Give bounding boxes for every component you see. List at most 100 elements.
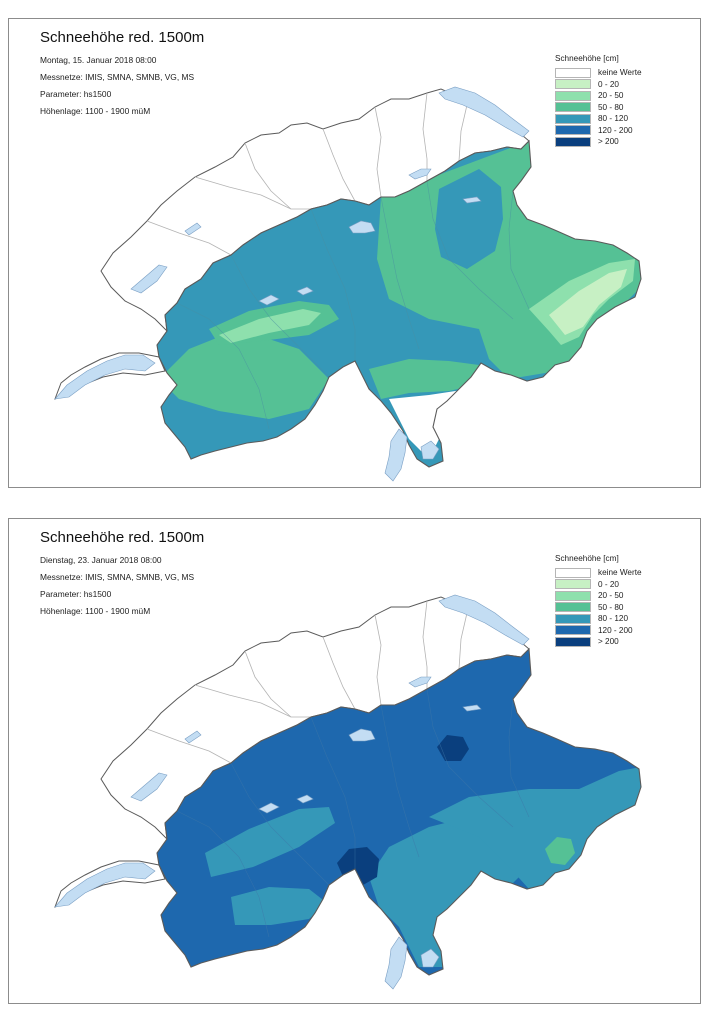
legend-label: 50 - 80 — [598, 102, 624, 112]
legend-label: 20 - 50 — [598, 591, 624, 601]
lake-neuchatel — [130, 264, 168, 294]
legend-item: 20 - 50 — [555, 90, 642, 102]
legend-swatch — [555, 113, 591, 124]
legend-item: 0 - 20 — [555, 579, 642, 591]
legend-swatch — [555, 102, 591, 113]
lake-maggiore — [384, 936, 408, 990]
legend-item: 0 - 20 — [555, 79, 642, 91]
west-20-50 — [219, 309, 321, 343]
lake-zurich — [408, 676, 432, 688]
legend-item: 120 - 200 — [555, 125, 642, 137]
legend-item: 20 - 50 — [555, 590, 642, 602]
legend-item: keine Werte — [555, 67, 642, 79]
legend: Schneehöhe [cm] keine Werte 0 - 20 20 - … — [555, 54, 642, 148]
map-metadata: Montag, 15. Januar 2018 08:00 Messnetze:… — [40, 52, 194, 120]
legend-item: > 200 — [555, 136, 642, 148]
legend-label: 0 - 20 — [598, 579, 619, 589]
legend-item: 50 - 80 — [555, 102, 642, 114]
map-parameter: Parameter: hs1500 — [40, 589, 112, 599]
lakes — [54, 594, 530, 990]
lake-maggiore — [384, 428, 408, 482]
lake-biel — [184, 222, 202, 236]
lake-brienz — [296, 794, 314, 804]
legend-item: 120 - 200 — [555, 625, 642, 637]
lake-thun — [258, 802, 280, 814]
legend-swatch — [555, 67, 591, 78]
south-50-80 — [369, 359, 479, 399]
legend-item: 80 - 120 — [555, 613, 642, 625]
map-title: Schneehöhe red. 1500m — [40, 529, 205, 546]
legend-label: > 200 — [598, 637, 619, 647]
lake-constance — [438, 594, 530, 646]
north-above-200 — [437, 735, 469, 761]
lake-neuchatel — [130, 772, 168, 802]
legend-item: 80 - 120 — [555, 113, 642, 125]
switzerland-snow-depth-map — [54, 594, 642, 990]
legend-swatch — [555, 567, 591, 578]
southwest-80-120 — [231, 887, 327, 925]
legend-swatch — [555, 590, 591, 601]
lake-walen — [462, 704, 482, 712]
lake-geneva — [54, 354, 156, 400]
legend-swatch — [555, 602, 591, 613]
canton-borders-south — [176, 180, 530, 430]
legend-swatch — [555, 136, 591, 147]
engadin-50-80 — [545, 837, 575, 865]
lake-walen — [462, 196, 482, 204]
legend-label: keine Werte — [598, 568, 642, 578]
engadin-0-20 — [549, 269, 627, 335]
lake-thun — [258, 294, 280, 306]
map-networks: Messnetze: IMIS, SMNA, SMNB, VG, MS — [40, 572, 195, 582]
legend-label: keine Werte — [598, 68, 642, 78]
south-80-120 — [369, 817, 529, 967]
legend-label: 80 - 120 — [598, 114, 629, 124]
snow-map-panel-2: Schneehöhe red. 1500m Dienstag, 23. Janu… — [8, 518, 701, 1004]
canton-borders-south — [176, 688, 530, 938]
map-title: Schneehöhe red. 1500m — [40, 29, 205, 46]
legend-swatch — [555, 79, 591, 90]
lake-biel — [184, 730, 202, 744]
legend-item: 50 - 80 — [555, 602, 642, 614]
east-80-120 — [435, 169, 503, 269]
legend-swatch — [555, 90, 591, 101]
map-date: Montag, 15. Januar 2018 08:00 — [40, 55, 157, 65]
switzerland-snow-depth-map — [54, 86, 642, 482]
lake-constance — [438, 86, 530, 138]
map-altitude: Höhenlage: 1100 - 1900 müM — [40, 106, 151, 116]
legend-label: 120 - 200 — [598, 625, 633, 635]
lake-geneva — [54, 862, 156, 908]
legend-swatch — [555, 636, 591, 647]
legend-swatch — [555, 579, 591, 590]
legend-title: Schneehöhe [cm] — [555, 554, 619, 563]
map-parameter: Parameter: hs1500 — [40, 89, 112, 99]
east-80-120 — [429, 767, 641, 889]
legend-label: 120 - 200 — [598, 125, 633, 135]
canton-borders-north — [146, 92, 468, 256]
lake-lucerne — [348, 728, 376, 742]
legend-item: keine Werte — [555, 567, 642, 579]
legend-label: > 200 — [598, 137, 619, 147]
map-date: Dienstag, 23. Januar 2018 08:00 — [40, 555, 162, 565]
legend-swatch — [555, 625, 591, 636]
legend-swatch — [555, 125, 591, 136]
legend-title: Schneehöhe [cm] — [555, 54, 619, 63]
legend: Schneehöhe [cm] keine Werte 0 - 20 20 - … — [555, 554, 642, 648]
legend-item: > 200 — [555, 636, 642, 648]
map-altitude: Höhenlage: 1100 - 1900 müM — [40, 606, 151, 616]
lakes — [54, 86, 530, 482]
legend-label: 50 - 80 — [598, 602, 624, 612]
west-ridge-80-120 — [205, 807, 335, 877]
legend-label: 0 - 20 — [598, 79, 619, 89]
lake-brienz — [296, 286, 314, 296]
west-50-80 — [159, 329, 329, 419]
legend-label: 20 - 50 — [598, 91, 624, 101]
map-networks: Messnetze: IMIS, SMNA, SMNB, VG, MS — [40, 72, 195, 82]
lake-lugano — [420, 948, 440, 968]
legend-label: 80 - 120 — [598, 614, 629, 624]
canton-borders-north — [146, 600, 468, 764]
lake-lugano — [420, 440, 440, 460]
snow-map-panel-1: Schneehöhe red. 1500m Montag, 15. Januar… — [8, 18, 701, 488]
legend-swatch — [555, 613, 591, 624]
lake-zurich — [408, 168, 432, 180]
map-metadata: Dienstag, 23. Januar 2018 08:00 Messnetz… — [40, 552, 194, 620]
